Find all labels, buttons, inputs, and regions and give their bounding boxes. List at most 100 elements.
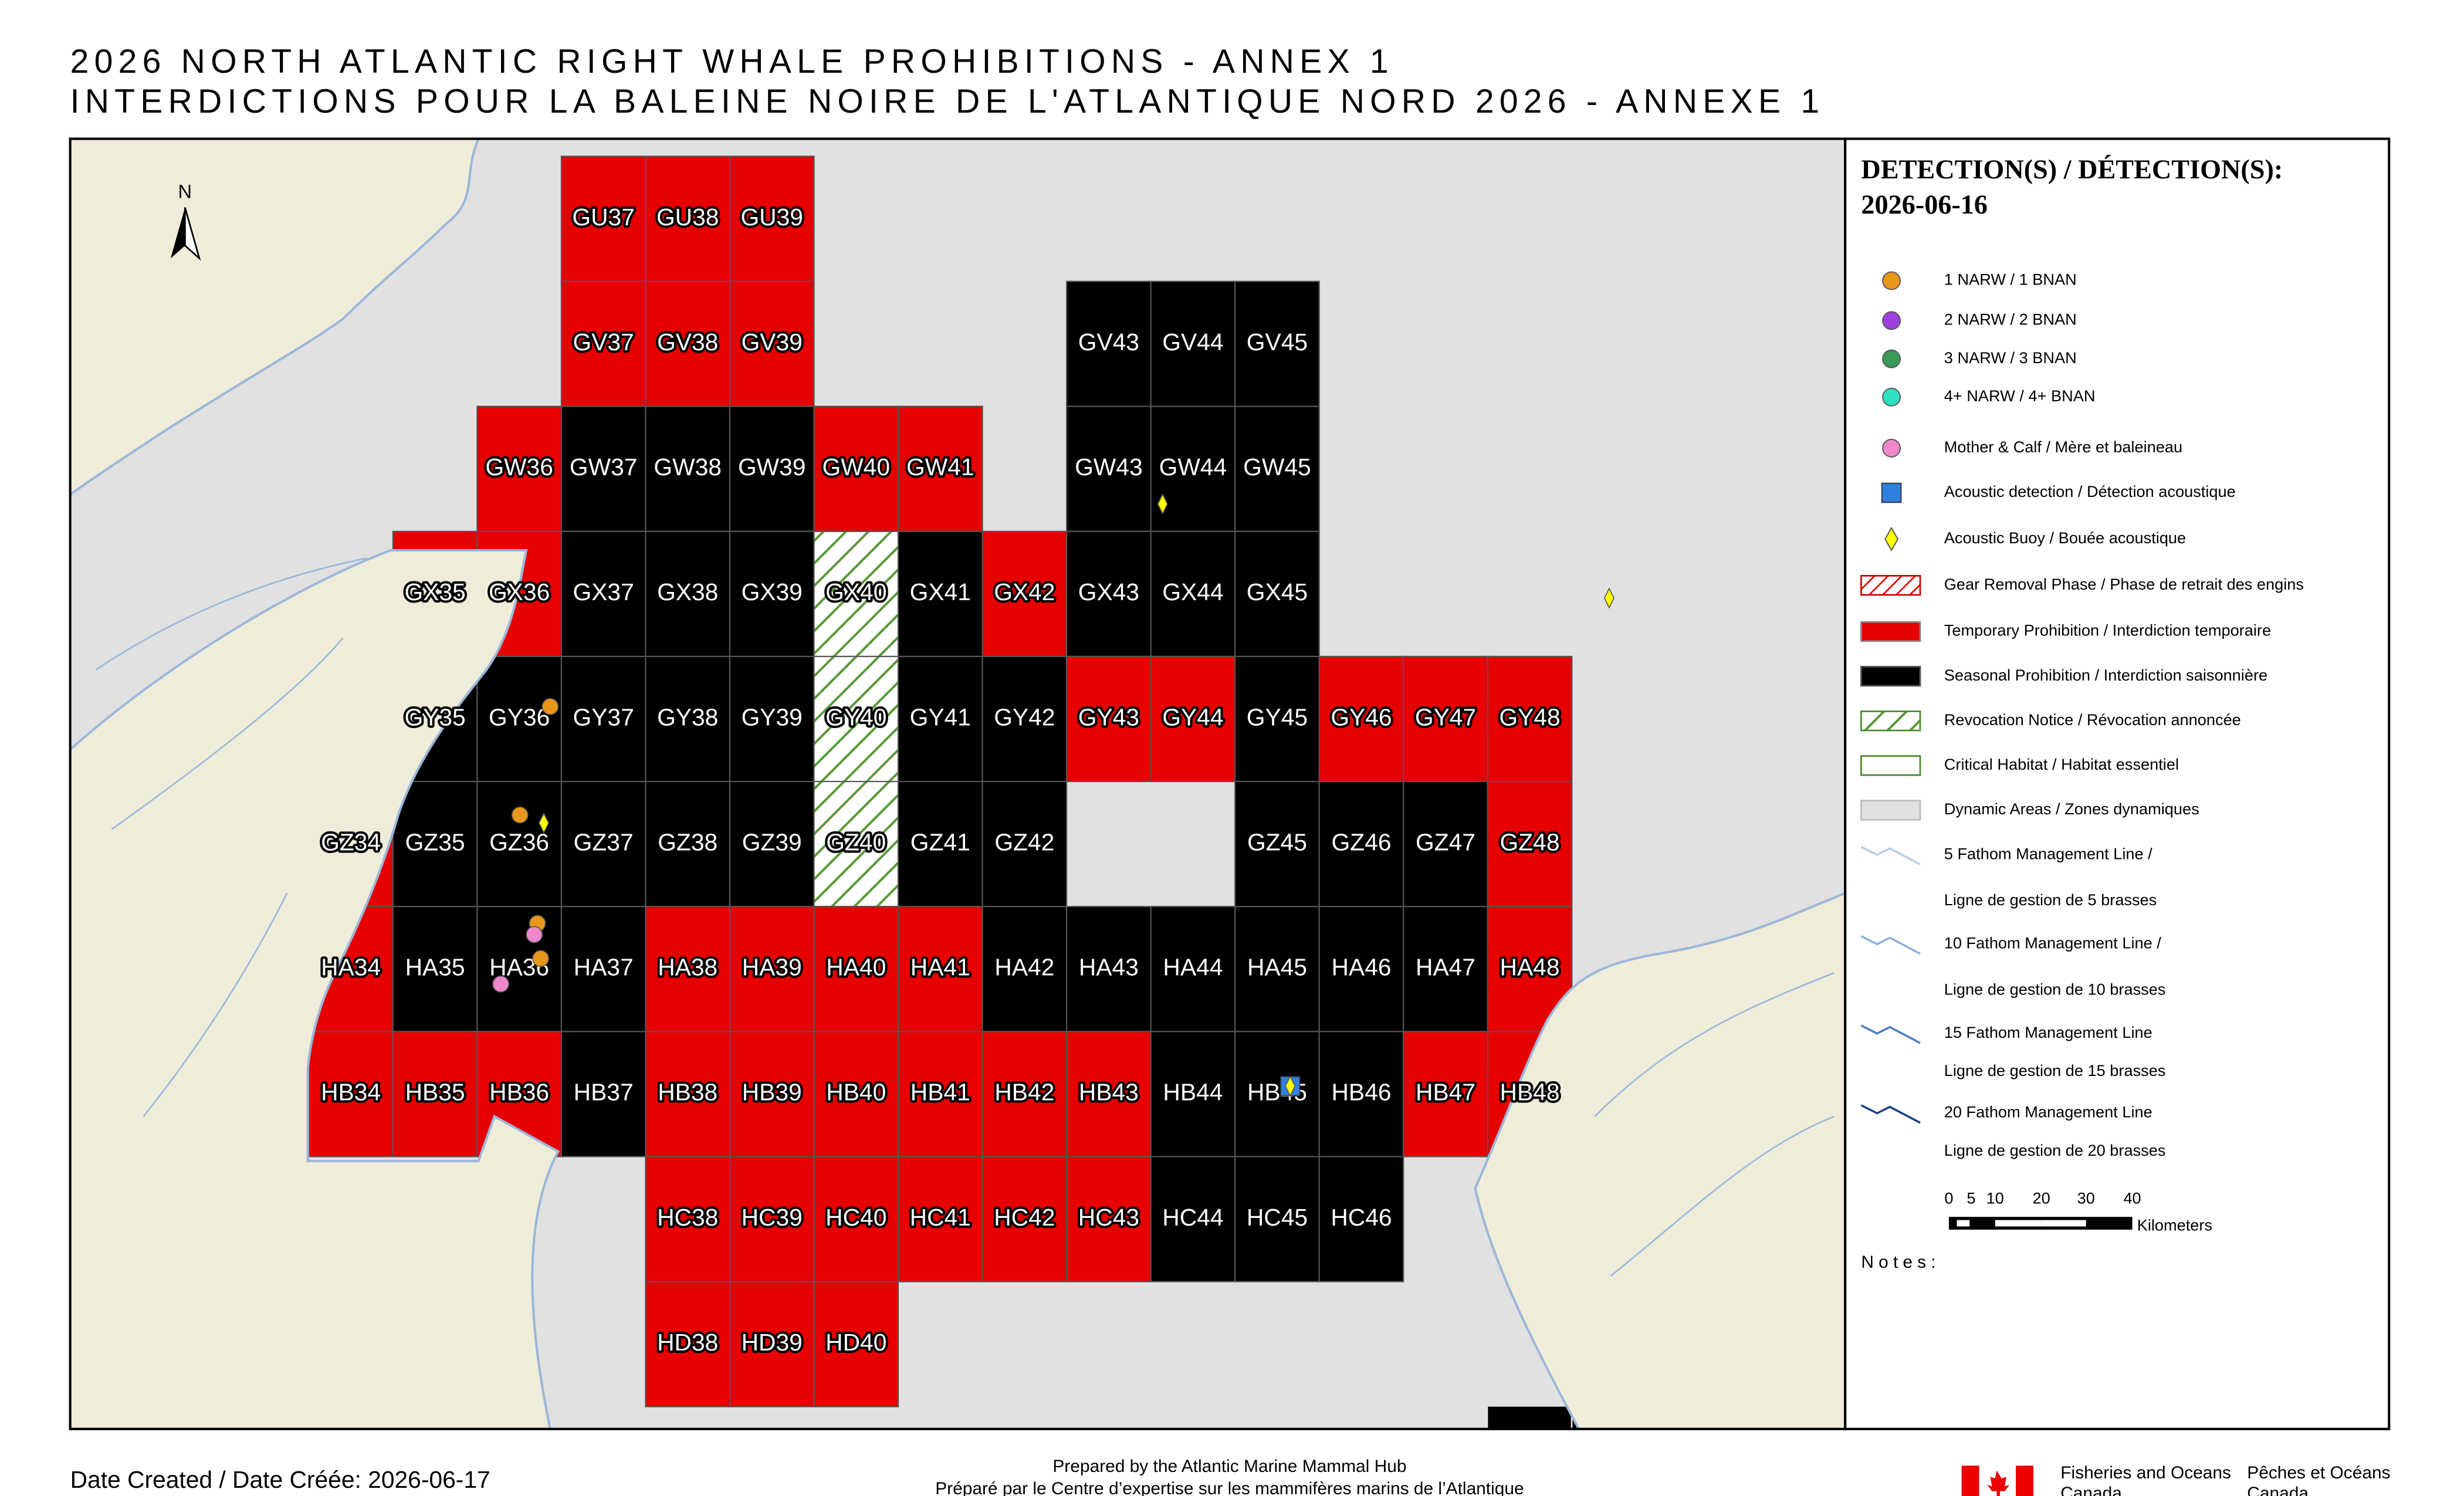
cell-label: GX37: [573, 578, 634, 605]
cell-label: HB41: [911, 1079, 970, 1106]
legend-symbol: [1860, 1024, 1921, 1044]
cell-label: HC41: [910, 1204, 971, 1231]
cell-label: GY45: [1247, 703, 1308, 730]
grid-cell: [813, 1156, 899, 1282]
cell-label: HB47: [1416, 1079, 1475, 1106]
grid-cell: [1066, 1156, 1152, 1282]
cell-label: HB37: [574, 1079, 634, 1106]
cell-label: GX43: [1078, 578, 1139, 605]
cell-label: GU38: [656, 204, 719, 231]
cell-label: GZ40: [826, 828, 886, 855]
cell-label: HD39: [742, 1329, 803, 1356]
cell-label: HB39: [742, 1079, 802, 1106]
grid-cell: [729, 155, 815, 282]
grid-cell: [1403, 781, 1488, 908]
grid-cell: [813, 1031, 899, 1157]
grid-cell: [981, 1031, 1068, 1157]
legend-label: Temporary Prohibition / Interdiction tem…: [1944, 621, 2271, 639]
legend-date: 2026-06-16: [1861, 189, 1988, 219]
cell-label: HB42: [994, 1079, 1054, 1106]
legend-symbol: [1860, 710, 1921, 732]
grid-cell: [560, 906, 647, 1033]
legend-label: Acoustic detection / Détection acoustiqu…: [1944, 482, 2236, 500]
legend-label: 3 NARW / 3 BNAN: [1944, 348, 2077, 367]
grid-cell: [1318, 906, 1404, 1033]
map: GU37 GU38 GU39 GV37 GV38 GV39 GV43 GV44 GV45 GW36…: [70, 138, 1846, 1429]
cell-label: GX45: [1247, 578, 1308, 605]
cell-label: HA36: [489, 954, 549, 981]
cell-label: HB36: [489, 1079, 549, 1106]
legend-symbol: [1860, 800, 1921, 821]
cell-label: GW36: [485, 453, 553, 480]
grid-cell: [897, 781, 983, 908]
cell-label: GZ45: [1247, 828, 1307, 855]
cell-label: GY43: [1078, 703, 1139, 730]
grid-cell: [813, 1281, 899, 1407]
prepared-en: Prepared by the Atlantic Marine Mammal H…: [1052, 1457, 1406, 1476]
acoustic-buoy: [538, 812, 550, 834]
dfo-fr: Canada: [2247, 1484, 2309, 1496]
cell-label: HD40: [825, 1329, 886, 1356]
cell-label: GZ34: [321, 828, 381, 855]
legend-box: [1844, 137, 2391, 1430]
legend-label: 4+ NARW / 4+ BNAN: [1944, 387, 2096, 405]
grid-cell: [1150, 405, 1236, 532]
cell-label: GZ36: [489, 828, 549, 855]
cell-label: GY41: [910, 703, 971, 730]
canada-flag: [1961, 1465, 2034, 1496]
prepared-fr: Préparé par le Centre d’expertise sur le…: [935, 1479, 1524, 1496]
scale-label: 0: [1944, 1189, 1953, 1207]
grid-cell: [1318, 781, 1404, 908]
legend-symbol: [1860, 845, 1921, 866]
scale-label: 10: [1986, 1189, 2004, 1207]
cell-label: GZ38: [658, 828, 717, 855]
legend-title: DETECTION(S) / DÉTECTION(S):: [1861, 154, 2283, 184]
cell-label: HA46: [1331, 954, 1391, 981]
cell-label: GX38: [657, 578, 718, 605]
cell-label: GY44: [1162, 703, 1223, 730]
legend-label: 1 NARW / 1 BNAN: [1944, 270, 2077, 289]
grid-cell: [1150, 655, 1236, 783]
cell-label: GW37: [570, 453, 638, 480]
compass-label: N: [178, 181, 192, 202]
grid-cell: [813, 655, 899, 783]
grid-cell: [1066, 405, 1152, 532]
grid-cell: [476, 906, 562, 1033]
cell-label: GZ41: [911, 828, 970, 855]
cell-label: GW38: [654, 453, 722, 480]
cell-label: HC38: [657, 1204, 718, 1231]
land: [1474, 892, 1846, 1429]
legend-label: 15 Fathom Management Line: [1944, 1023, 2152, 1041]
cell-label: GX42: [994, 578, 1055, 605]
grid-cell: [1150, 1156, 1236, 1282]
cell-label: HA48: [1500, 954, 1560, 981]
cell-partial: [1488, 1406, 1571, 1429]
grid-cell: [813, 781, 899, 908]
cell-label: GW40: [822, 453, 890, 480]
grid-cell: [1066, 280, 1152, 407]
legend-label: Ligne de gestion de 10 brasses: [1944, 980, 2166, 998]
grid-cell: [1150, 906, 1236, 1033]
dfo-fr: Pêches et Océans: [2247, 1463, 2390, 1483]
cell-label: GW39: [738, 453, 806, 480]
grid-cell: [729, 1031, 815, 1157]
cell-label: HA35: [405, 954, 465, 981]
grid-cell: [560, 530, 647, 658]
cell-label: HC46: [1331, 1204, 1392, 1231]
legend-symbol: [1884, 526, 1899, 551]
legend-symbol: [1860, 755, 1921, 776]
legend-symbol: [1882, 349, 1901, 368]
grid-cell: [1234, 530, 1320, 658]
grid-cell: [1318, 655, 1404, 783]
legend-label: Mother & Calf / Mère et baleineau: [1944, 438, 2182, 456]
grid-cell: [981, 781, 1068, 908]
grid-cell: [645, 530, 731, 658]
cell-label: GX35: [404, 578, 465, 605]
cell-label: HA34: [321, 954, 381, 981]
legend-label: Critical Habitat / Habitat essentiel: [1944, 755, 2179, 773]
cell-label: GY37: [573, 703, 634, 730]
scale-label: 40: [2123, 1189, 2141, 1207]
grid-cell: [645, 155, 731, 282]
grid-cell: [897, 405, 983, 532]
grid-cell: [729, 405, 815, 532]
